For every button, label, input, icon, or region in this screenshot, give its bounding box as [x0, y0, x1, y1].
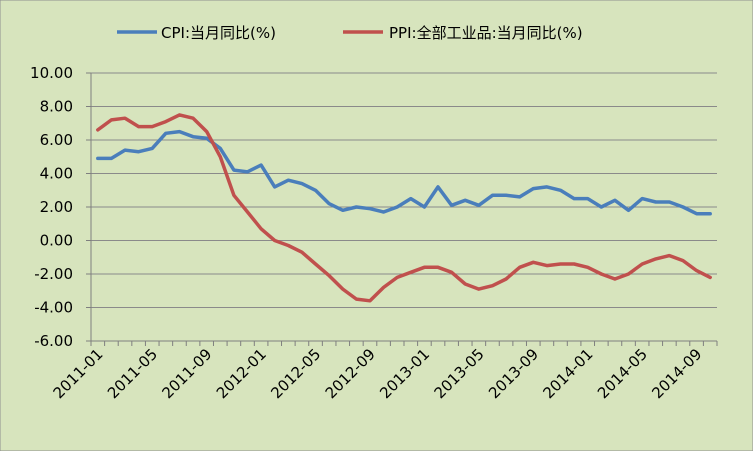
y-tick-label: 0.00	[40, 232, 73, 250]
legend-label-cpi: CPI:当月同比(%)	[161, 24, 276, 42]
y-tick-label: -2.00	[34, 265, 73, 283]
legend: CPI:当月同比(%) PPI:全部工业品:当月同比(%)	[117, 24, 583, 42]
y-tick-label: 8.00	[40, 98, 73, 116]
legend-label-ppi: PPI:全部工业品:当月同比(%)	[389, 24, 583, 42]
y-tick-label: 4.00	[40, 165, 73, 183]
y-tick-label: 10.00	[30, 64, 73, 82]
series-line-cpi	[96, 129, 712, 216]
series-lines	[96, 113, 712, 303]
y-tick-label: -4.00	[34, 299, 73, 317]
y-tick-label: 6.00	[40, 131, 73, 149]
y-tick-label: -6.00	[34, 332, 73, 350]
y-tick-label: 2.00	[40, 198, 73, 216]
y-axis-ticks: -6.00 -4.00 -2.00 0.00 2.00 4.00 6.00 8.00 10.00	[30, 64, 91, 350]
series-line-ppi	[96, 113, 712, 303]
